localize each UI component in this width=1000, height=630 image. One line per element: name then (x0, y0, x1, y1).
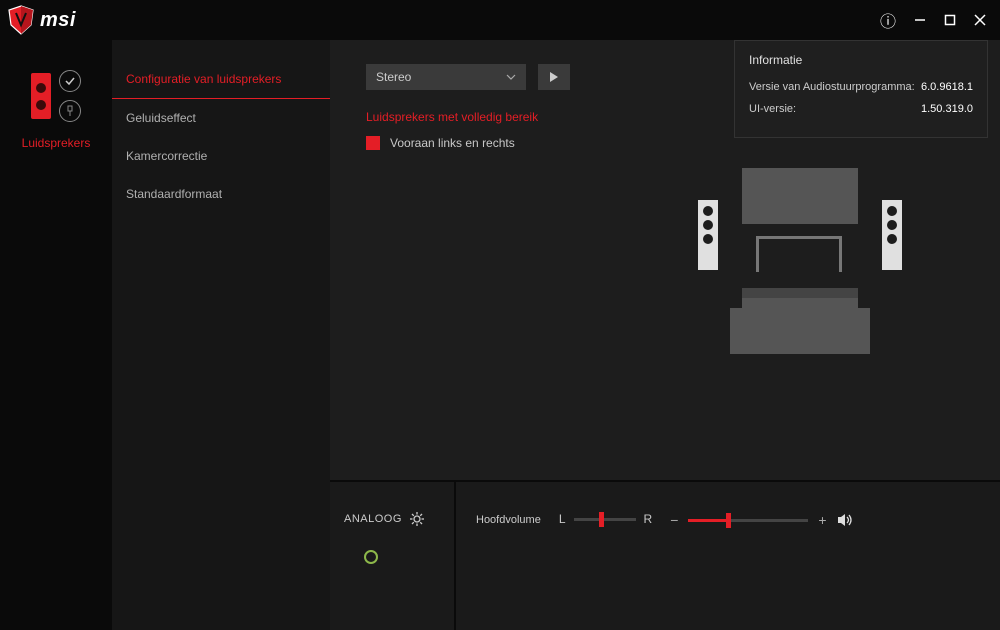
couch-icon (742, 298, 858, 354)
speaker-volume-icon[interactable] (837, 513, 853, 527)
maximize-icon[interactable] (944, 14, 956, 26)
window-controls: ⓘ (880, 8, 992, 32)
content-panel: Stereo Luidsprekers met volledig bereik … (330, 40, 1000, 630)
speaker-icon (31, 73, 51, 119)
screen-icon (742, 168, 858, 224)
dropdown-value: Stereo (376, 70, 411, 84)
balance-slider[interactable]: L R (559, 512, 652, 526)
brand-logo: msi (8, 5, 76, 35)
jack-indicator[interactable] (364, 550, 378, 564)
shield-icon (8, 5, 34, 35)
driver-version-label: Versie van Audiostuurprogramma: (749, 81, 915, 93)
gear-icon[interactable] (410, 512, 424, 526)
play-button[interactable] (538, 64, 570, 90)
room-diagram (670, 170, 930, 370)
checkbox-icon[interactable] (366, 136, 380, 150)
chevron-down-icon (506, 74, 516, 80)
ui-version-value: 1.50.319.0 (921, 103, 973, 115)
check-icon[interactable] (59, 70, 81, 92)
bottom-bar: ANALOOG Hoofdvolume L R − (330, 480, 1000, 630)
main-area: Luidsprekers Configuratie van luidspreke… (0, 40, 1000, 630)
volume-up-button[interactable]: + (818, 512, 826, 528)
balance-track[interactable] (574, 518, 636, 521)
left-speaker-icon[interactable] (698, 200, 718, 270)
master-track[interactable] (688, 519, 808, 522)
device-speakers[interactable] (31, 70, 81, 122)
checkbox-label: Vooraan links en rechts (390, 136, 515, 150)
balance-right-label: R (644, 512, 653, 526)
play-icon (549, 72, 559, 82)
analog-section: ANALOOG (330, 482, 456, 630)
balance-left-label: L (559, 512, 566, 526)
desk-icon (756, 236, 842, 272)
plug-icon[interactable] (59, 100, 81, 122)
volume-down-button[interactable]: − (670, 512, 678, 528)
right-speaker-icon[interactable] (882, 200, 902, 270)
minimize-icon[interactable] (914, 14, 926, 26)
speaker-config-dropdown[interactable]: Stereo (366, 64, 526, 90)
tab-default-format[interactable]: Standaardformaat (112, 175, 330, 213)
tab-speaker-config[interactable]: Configuratie van luidsprekers (112, 60, 330, 99)
device-label: Luidsprekers (22, 136, 91, 150)
analog-label: ANALOOG (344, 513, 402, 525)
master-volume: − + (670, 512, 852, 528)
brand-text: msi (40, 9, 76, 32)
device-sidebar: Luidsprekers (0, 40, 112, 630)
tab-room-correction[interactable]: Kamercorrectie (112, 137, 330, 175)
settings-tabs: Configuratie van luidsprekers Geluidseff… (112, 40, 330, 630)
front-lr-checkbox-row[interactable]: Vooraan links en rechts (366, 136, 964, 150)
titlebar: msi ⓘ (0, 0, 1000, 40)
close-icon[interactable] (974, 14, 986, 26)
info-icon[interactable]: ⓘ (880, 8, 896, 32)
ui-version-label: UI-versie: (749, 103, 796, 115)
tab-sound-effect[interactable]: Geluidseffect (112, 99, 330, 137)
volume-section: Hoofdvolume L R − + (456, 482, 1000, 630)
info-title: Informatie (749, 53, 973, 67)
volume-label: Hoofdvolume (476, 512, 541, 526)
info-panel: Informatie Versie van Audiostuurprogramm… (734, 40, 988, 138)
driver-version-value: 6.0.9618.1 (921, 81, 973, 93)
